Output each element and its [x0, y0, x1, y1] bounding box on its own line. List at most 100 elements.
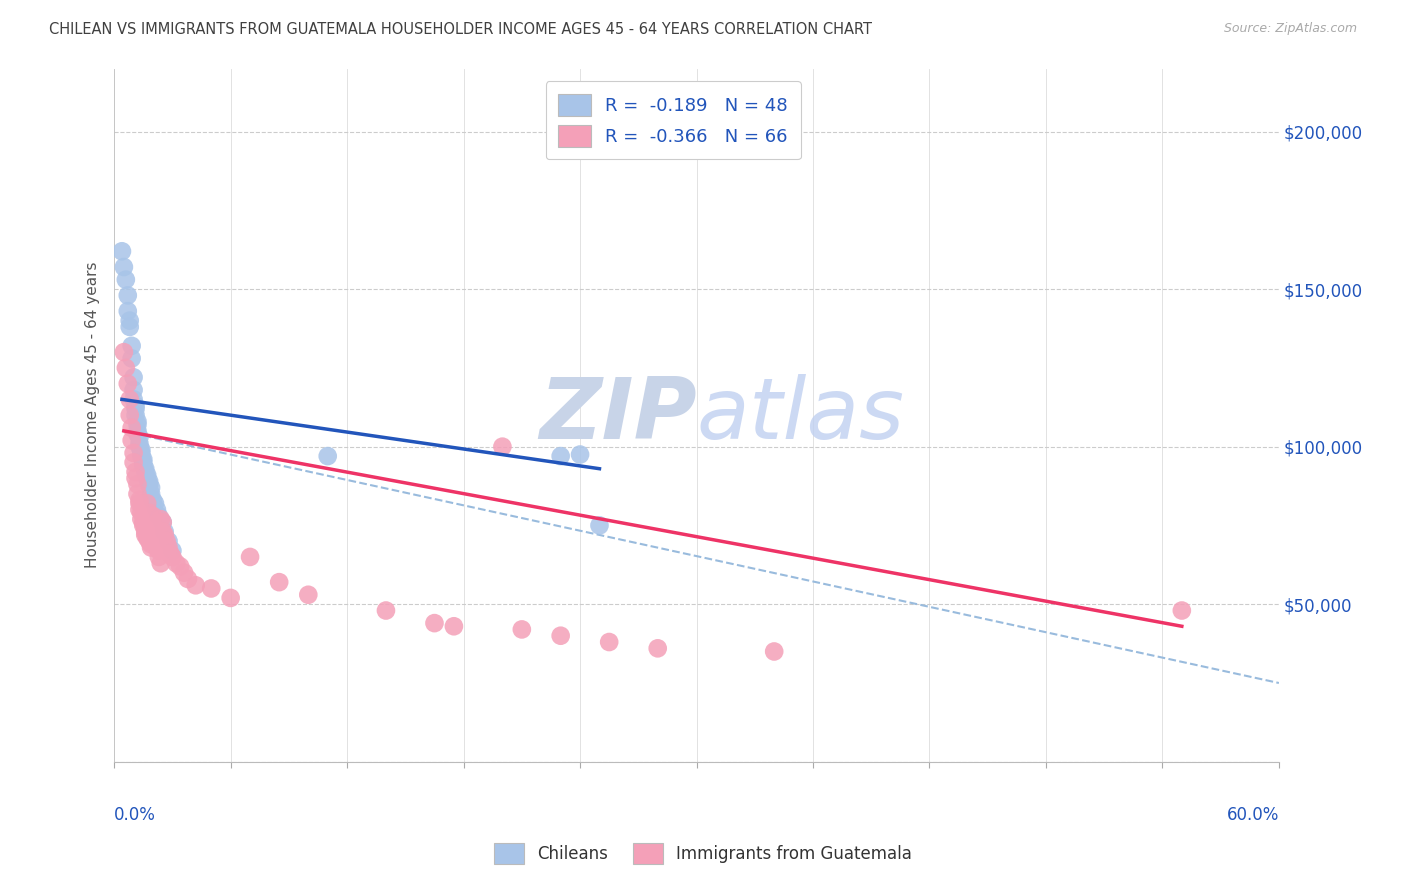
Point — [142, 493, 165, 508]
Point — [146, 534, 169, 549]
Point — [149, 512, 172, 526]
Point — [763, 644, 786, 658]
Point — [122, 383, 145, 397]
Point — [297, 588, 319, 602]
Point — [136, 468, 159, 483]
Point — [121, 339, 143, 353]
Point — [118, 392, 141, 407]
Point — [143, 496, 166, 510]
Point — [132, 518, 155, 533]
Point — [159, 547, 181, 561]
Point — [142, 508, 165, 523]
Point — [139, 537, 162, 551]
Text: Source: ZipAtlas.com: Source: ZipAtlas.com — [1223, 22, 1357, 36]
Point — [138, 534, 160, 549]
Y-axis label: Householder Income Ages 45 - 64 years: Householder Income Ages 45 - 64 years — [86, 262, 100, 568]
Point — [122, 370, 145, 384]
Point — [117, 304, 139, 318]
Point — [148, 543, 170, 558]
Point — [136, 496, 159, 510]
Point — [128, 440, 150, 454]
Point — [114, 273, 136, 287]
Point — [122, 446, 145, 460]
Point — [134, 524, 156, 539]
Point — [134, 465, 156, 479]
Point — [131, 446, 153, 460]
Point — [239, 549, 262, 564]
Point — [112, 345, 135, 359]
Point — [598, 635, 620, 649]
Point — [128, 502, 150, 516]
Point — [647, 641, 669, 656]
Point — [184, 578, 207, 592]
Point — [128, 430, 150, 444]
Point — [153, 524, 176, 539]
Point — [1171, 603, 1194, 617]
Point — [111, 244, 134, 259]
Point — [127, 487, 149, 501]
Point — [127, 414, 149, 428]
Point — [131, 442, 153, 457]
Point — [139, 481, 162, 495]
Point — [127, 424, 149, 438]
Point — [136, 471, 159, 485]
Point — [131, 512, 153, 526]
Point — [138, 506, 160, 520]
Point — [165, 556, 187, 570]
Point — [117, 376, 139, 391]
Point — [127, 417, 149, 432]
Point — [112, 260, 135, 274]
Point — [124, 465, 146, 479]
Point — [173, 566, 195, 580]
Text: 60.0%: 60.0% — [1226, 805, 1279, 824]
Point — [132, 458, 155, 473]
Point — [152, 524, 174, 539]
Point — [148, 508, 170, 523]
Point — [127, 477, 149, 491]
Point — [510, 623, 533, 637]
Point — [142, 518, 165, 533]
Point — [200, 582, 222, 596]
Point — [131, 449, 153, 463]
Point — [588, 518, 610, 533]
Text: 0.0%: 0.0% — [114, 805, 156, 824]
Point — [117, 288, 139, 302]
Point — [177, 572, 200, 586]
Point — [132, 516, 155, 530]
Point — [122, 392, 145, 407]
Point — [128, 493, 150, 508]
Point — [114, 360, 136, 375]
Point — [155, 534, 177, 549]
Point — [121, 351, 143, 366]
Point — [118, 313, 141, 327]
Legend: R =  -0.189   N = 48, R =  -0.366   N = 66: R = -0.189 N = 48, R = -0.366 N = 66 — [546, 81, 800, 160]
Point — [146, 541, 169, 555]
Point — [491, 440, 513, 454]
Point — [132, 452, 155, 467]
Point — [443, 619, 465, 633]
Point — [153, 528, 176, 542]
Point — [269, 575, 291, 590]
Point — [157, 534, 180, 549]
Point — [127, 427, 149, 442]
Point — [162, 549, 184, 564]
Point — [138, 475, 160, 489]
Point — [143, 528, 166, 542]
Point — [128, 496, 150, 510]
Point — [118, 408, 141, 422]
Point — [152, 516, 174, 530]
Point — [121, 434, 143, 448]
Point — [149, 556, 172, 570]
Point — [139, 541, 162, 555]
Text: ZIP: ZIP — [538, 374, 696, 457]
Point — [136, 531, 159, 545]
Point — [134, 528, 156, 542]
Point — [162, 543, 184, 558]
Point — [124, 408, 146, 422]
Point — [143, 524, 166, 539]
Point — [152, 516, 174, 530]
Point — [138, 477, 160, 491]
Point — [219, 591, 242, 605]
Point — [423, 616, 446, 631]
Point — [316, 449, 339, 463]
